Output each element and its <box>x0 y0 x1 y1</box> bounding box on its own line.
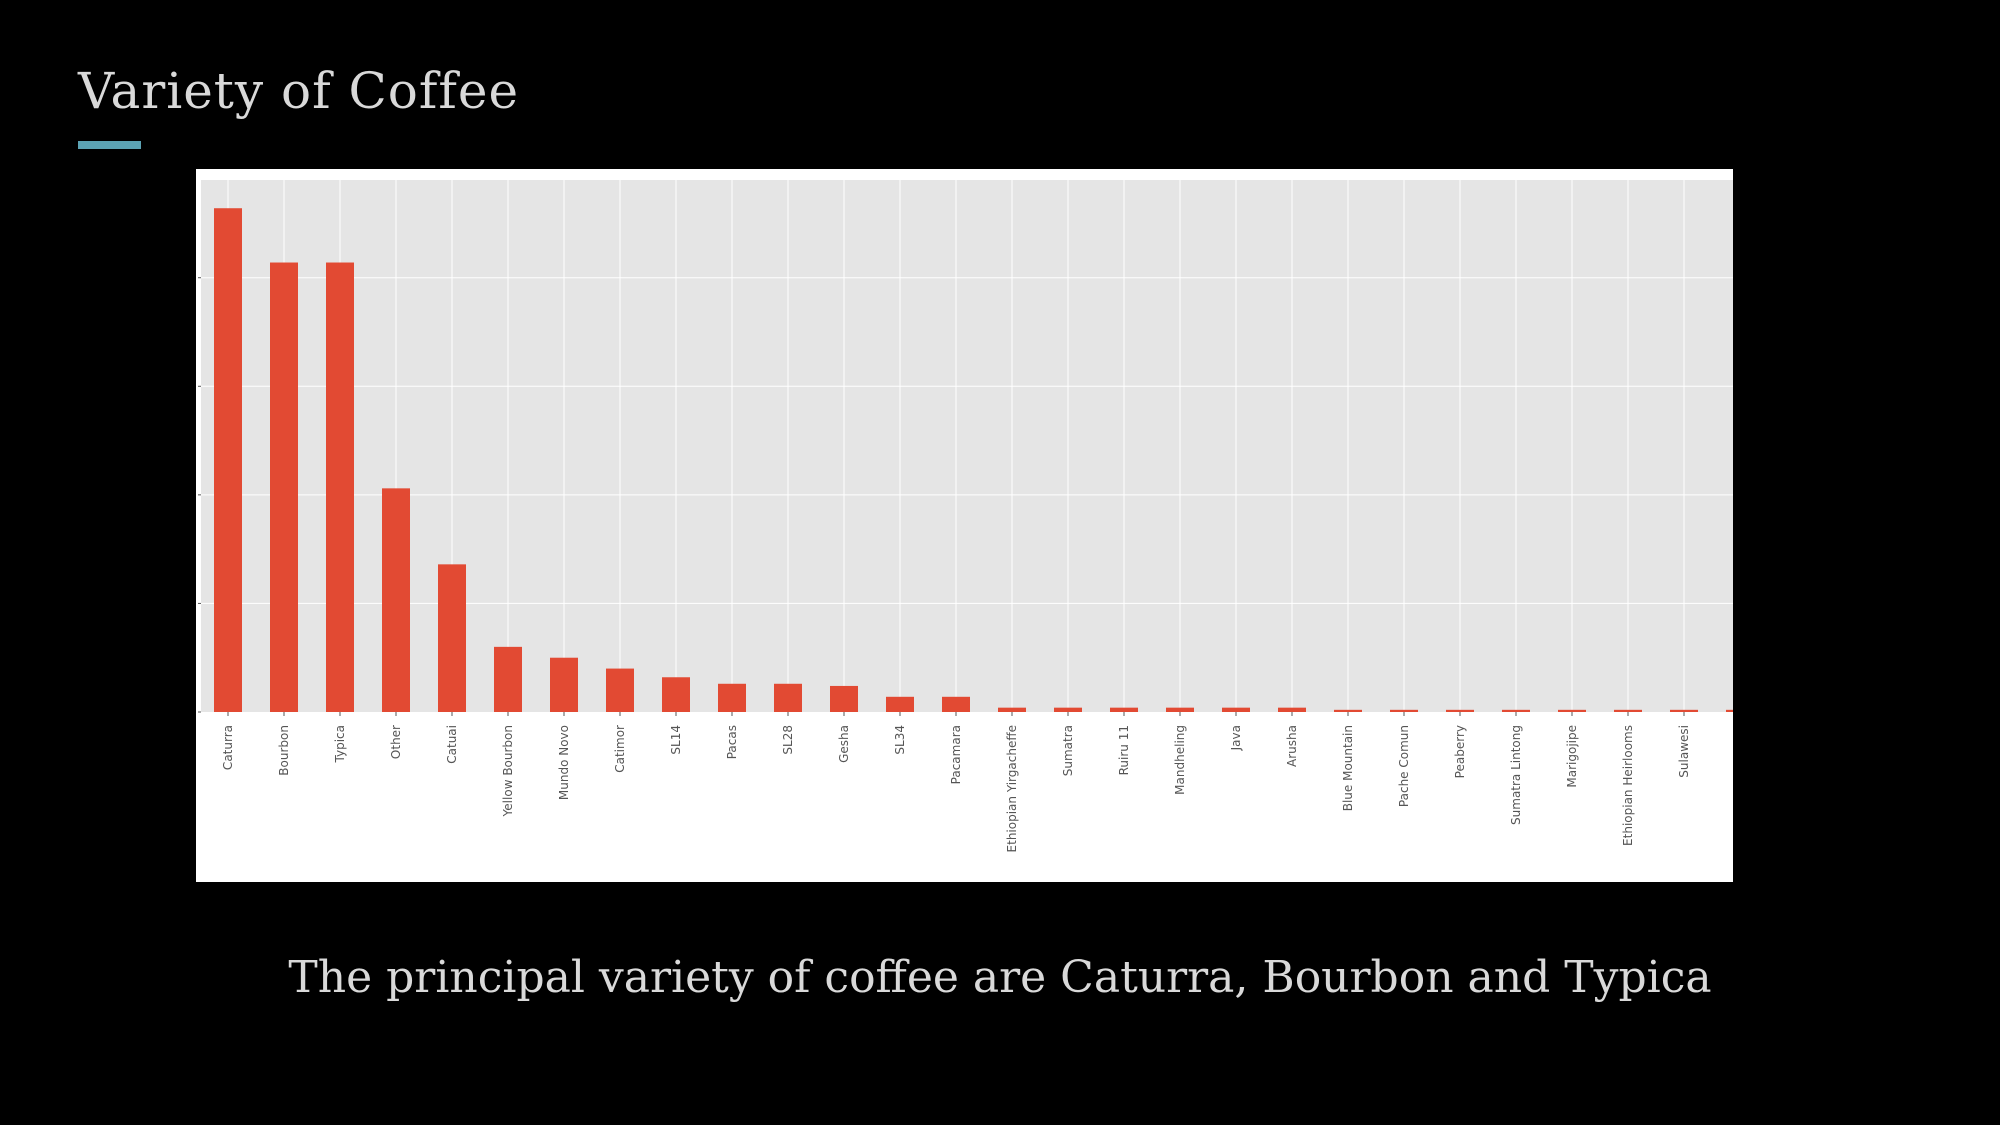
bar <box>1614 709 1642 712</box>
x-tick-label: Peaberry <box>1453 725 1467 778</box>
bar <box>718 683 746 712</box>
bar <box>1222 707 1250 712</box>
x-tick-label: Mundo Novo <box>557 725 571 800</box>
x-tick-label: Typica <box>333 725 347 763</box>
x-tick-label: Marigojipe <box>1565 725 1579 788</box>
x-tick-label: Pacas <box>725 725 739 759</box>
bar <box>1054 707 1082 712</box>
x-tick-label: Java <box>1229 725 1243 751</box>
bar <box>1502 709 1530 712</box>
bar <box>830 685 858 712</box>
bar <box>662 677 690 712</box>
x-tick-label: Sumatra <box>1061 725 1075 776</box>
x-tick-label: Ruiru 11 <box>1117 725 1131 775</box>
x-tick-label: Bourbon <box>277 725 291 776</box>
bar <box>1334 709 1362 712</box>
bar <box>1166 707 1194 712</box>
chart-panel: Caturra Bourbon Typica Other Catuai Yellow Bo… <box>196 169 1733 882</box>
bar <box>1278 707 1306 712</box>
x-tick-label: Catimor <box>613 725 627 773</box>
bar <box>1670 709 1698 712</box>
x-tick-label: Other <box>389 725 403 759</box>
x-tick-label: SL34 <box>893 725 907 755</box>
bar <box>1390 709 1418 712</box>
x-tick-label: SL14 <box>669 725 683 755</box>
bar <box>886 696 914 712</box>
x-tick-labels: Caturra Bourbon Typica Other Catuai Yellow Bo… <box>221 725 1691 853</box>
x-tick-label: Blue Mountain <box>1341 725 1355 811</box>
bar <box>1446 709 1474 712</box>
bar <box>214 208 242 712</box>
bar <box>438 564 466 712</box>
bar <box>326 262 354 712</box>
x-tick-label: SL28 <box>781 725 795 755</box>
bar <box>606 668 634 712</box>
bar <box>774 683 802 712</box>
bar <box>1558 709 1586 712</box>
bar <box>494 646 522 712</box>
x-tick-label: Yellow Bourbon <box>501 725 515 817</box>
bar <box>942 696 970 712</box>
slide-caption: The principal variety of coffee are Catu… <box>288 952 1712 1003</box>
bar <box>550 657 578 712</box>
x-tick-label: Sumatra Lintong <box>1509 725 1523 825</box>
x-tick-label: Gesha <box>837 725 851 763</box>
bar-series <box>214 208 1733 712</box>
x-tick-label: Ethiopian Yirgacheffe <box>1005 725 1019 852</box>
bar-chart: Caturra Bourbon Typica Other Catuai Yellow Bo… <box>198 180 1733 853</box>
plot-background <box>201 180 1733 712</box>
x-tick-label: Pache Comun <box>1397 725 1411 807</box>
x-tick-label: Sulawesi <box>1677 725 1691 778</box>
x-tick-label: Catuai <box>445 725 459 764</box>
bar <box>1110 707 1138 712</box>
slide-title: Variety of Coffee <box>78 62 520 120</box>
x-tick-label: Mandheling <box>1173 725 1187 795</box>
bar <box>382 488 410 712</box>
x-tick-label: Pacamara <box>949 725 963 784</box>
axis-ticks <box>198 277 1685 716</box>
x-tick-label: Arusha <box>1285 725 1299 767</box>
bar <box>1726 709 1733 712</box>
bar <box>998 707 1026 712</box>
bar <box>270 262 298 712</box>
title-accent-bar <box>78 141 141 149</box>
x-tick-label: Caturra <box>221 725 235 770</box>
x-tick-label: Ethiopian Heirlooms <box>1621 725 1635 846</box>
